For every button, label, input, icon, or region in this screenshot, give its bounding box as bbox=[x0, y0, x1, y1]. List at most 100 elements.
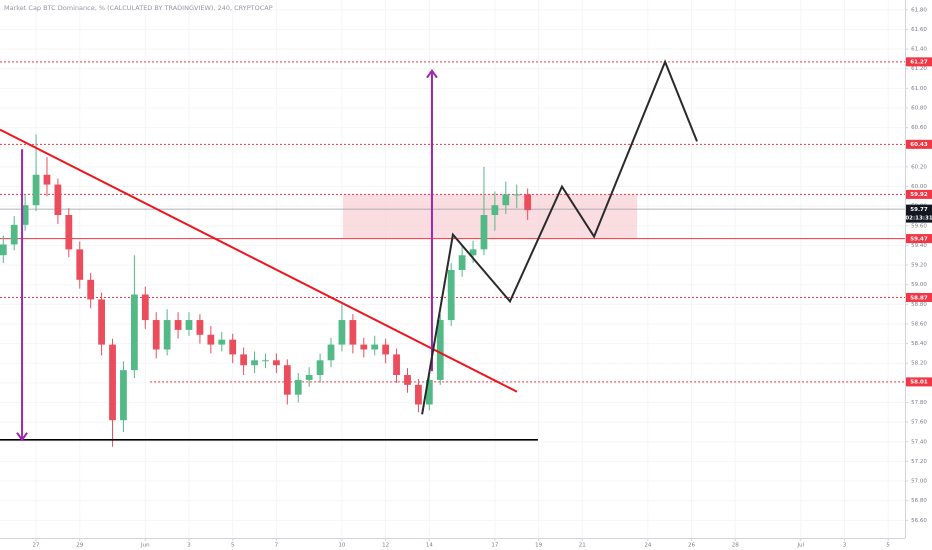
candle-body bbox=[491, 205, 499, 216]
candle-body bbox=[229, 339, 237, 355]
candle-body bbox=[185, 320, 193, 330]
level-label: 58.87 bbox=[910, 295, 928, 301]
level-box bbox=[906, 234, 932, 244]
candle-body bbox=[109, 344, 116, 421]
candle-body bbox=[393, 354, 400, 376]
candle-body bbox=[480, 215, 488, 250]
y-tick-label: 61.00 bbox=[911, 86, 927, 92]
y-tick-label: 56.60 bbox=[911, 518, 927, 524]
candle-body bbox=[262, 360, 269, 362]
y-tick-label: 58.40 bbox=[911, 341, 927, 347]
trendline bbox=[0, 128, 518, 393]
y-tick-label: 58.20 bbox=[911, 361, 927, 367]
chart-title: Market Cap BTC Dominance, % (CALCULATED … bbox=[4, 4, 273, 12]
y-tick-label: 58.80 bbox=[911, 302, 927, 308]
axis-layer: 56.6056.8057.0057.2057.4057.6057.8058.00… bbox=[33, 7, 932, 549]
y-tick-label: 60.20 bbox=[911, 164, 927, 170]
x-tick-label: 21 bbox=[579, 543, 586, 549]
candle-body bbox=[327, 344, 335, 361]
candle-body bbox=[513, 194, 521, 196]
x-tick-label: 14 bbox=[426, 543, 433, 549]
level-label: 58.01 bbox=[910, 380, 928, 386]
x-tick-label: 10 bbox=[338, 543, 345, 549]
candle-body bbox=[469, 249, 477, 256]
y-tick-label: 57.00 bbox=[911, 479, 927, 485]
y-tick-label: 57.60 bbox=[911, 420, 927, 426]
y-tick-label: 61.80 bbox=[911, 7, 927, 13]
candle-body bbox=[447, 269, 455, 321]
y-tick-label: 59.40 bbox=[911, 243, 927, 249]
candle-body bbox=[98, 299, 105, 345]
arrow-head bbox=[16, 432, 28, 442]
y-tick-label: 56.80 bbox=[911, 498, 927, 504]
candle-body bbox=[10, 224, 18, 245]
candle-body bbox=[283, 365, 291, 395]
candle-body bbox=[305, 375, 313, 380]
x-tick-label: 3 bbox=[187, 543, 191, 549]
level-box bbox=[906, 189, 932, 199]
candle-body bbox=[360, 344, 368, 350]
candle-body bbox=[130, 294, 138, 371]
x-tick-label: 29 bbox=[76, 543, 83, 549]
candle-body bbox=[316, 360, 324, 376]
candle-body bbox=[436, 320, 444, 380]
level-box bbox=[906, 139, 932, 149]
candle-body bbox=[458, 255, 466, 270]
level-box bbox=[906, 292, 932, 302]
candles-layer bbox=[0, 134, 532, 447]
y-tick-label: 59.00 bbox=[911, 282, 927, 288]
x-tick-label: 19 bbox=[535, 543, 542, 549]
candle-body bbox=[65, 215, 73, 250]
x-tick-label: 28 bbox=[732, 543, 739, 549]
candle-body bbox=[54, 184, 62, 216]
x-tick-label: Jul bbox=[796, 543, 804, 549]
candle-body bbox=[273, 360, 280, 366]
candle-body bbox=[120, 370, 127, 421]
level-label: 60.43 bbox=[910, 142, 928, 148]
candle-body bbox=[174, 320, 182, 330]
y-tick-label: 60.80 bbox=[911, 105, 927, 111]
candle-body bbox=[163, 320, 171, 350]
candle-body bbox=[382, 344, 390, 355]
candle-body bbox=[349, 320, 357, 345]
y-tick-label: 58.60 bbox=[911, 321, 927, 327]
level-box bbox=[906, 377, 932, 387]
candle-body bbox=[21, 205, 29, 225]
y-tick-label: 57.20 bbox=[911, 459, 927, 465]
candle-body bbox=[371, 344, 379, 350]
target-zone bbox=[343, 194, 638, 239]
candle-body bbox=[207, 334, 215, 345]
y-tick-label: 59.60 bbox=[911, 223, 927, 229]
current-price-box bbox=[906, 204, 932, 223]
countdown-label: 02:13:31 bbox=[905, 216, 932, 222]
candle-body bbox=[152, 320, 160, 350]
current-price-label: 59.77 bbox=[910, 207, 928, 213]
level-label: 59.47 bbox=[910, 236, 928, 242]
candle-body bbox=[425, 379, 433, 405]
y-tick-label: 61.40 bbox=[911, 47, 927, 53]
candle-body bbox=[141, 294, 149, 321]
candle-body bbox=[218, 339, 226, 345]
arrow-head bbox=[426, 68, 438, 79]
candle-body bbox=[43, 174, 51, 185]
candle-body bbox=[32, 174, 40, 206]
candle-body bbox=[524, 194, 532, 211]
candle-body bbox=[240, 354, 248, 366]
candle-body bbox=[0, 244, 7, 256]
y-tick-label: 60.00 bbox=[911, 184, 927, 190]
y-tick-label: 59.20 bbox=[911, 263, 927, 269]
x-tick-label: 24 bbox=[644, 543, 651, 549]
level-box bbox=[906, 57, 932, 67]
projection-path bbox=[421, 59, 698, 415]
x-tick-label: 7 bbox=[275, 543, 279, 549]
x-tick-label: 12 bbox=[382, 543, 389, 549]
candle-body bbox=[251, 360, 258, 366]
drawings-layer bbox=[0, 59, 698, 442]
candle-body bbox=[87, 279, 95, 300]
candle-body bbox=[76, 249, 84, 280]
x-tick-label: 3 bbox=[843, 543, 847, 549]
y-tick-label: 61.60 bbox=[911, 27, 927, 33]
level-label: 59.92 bbox=[910, 192, 928, 198]
